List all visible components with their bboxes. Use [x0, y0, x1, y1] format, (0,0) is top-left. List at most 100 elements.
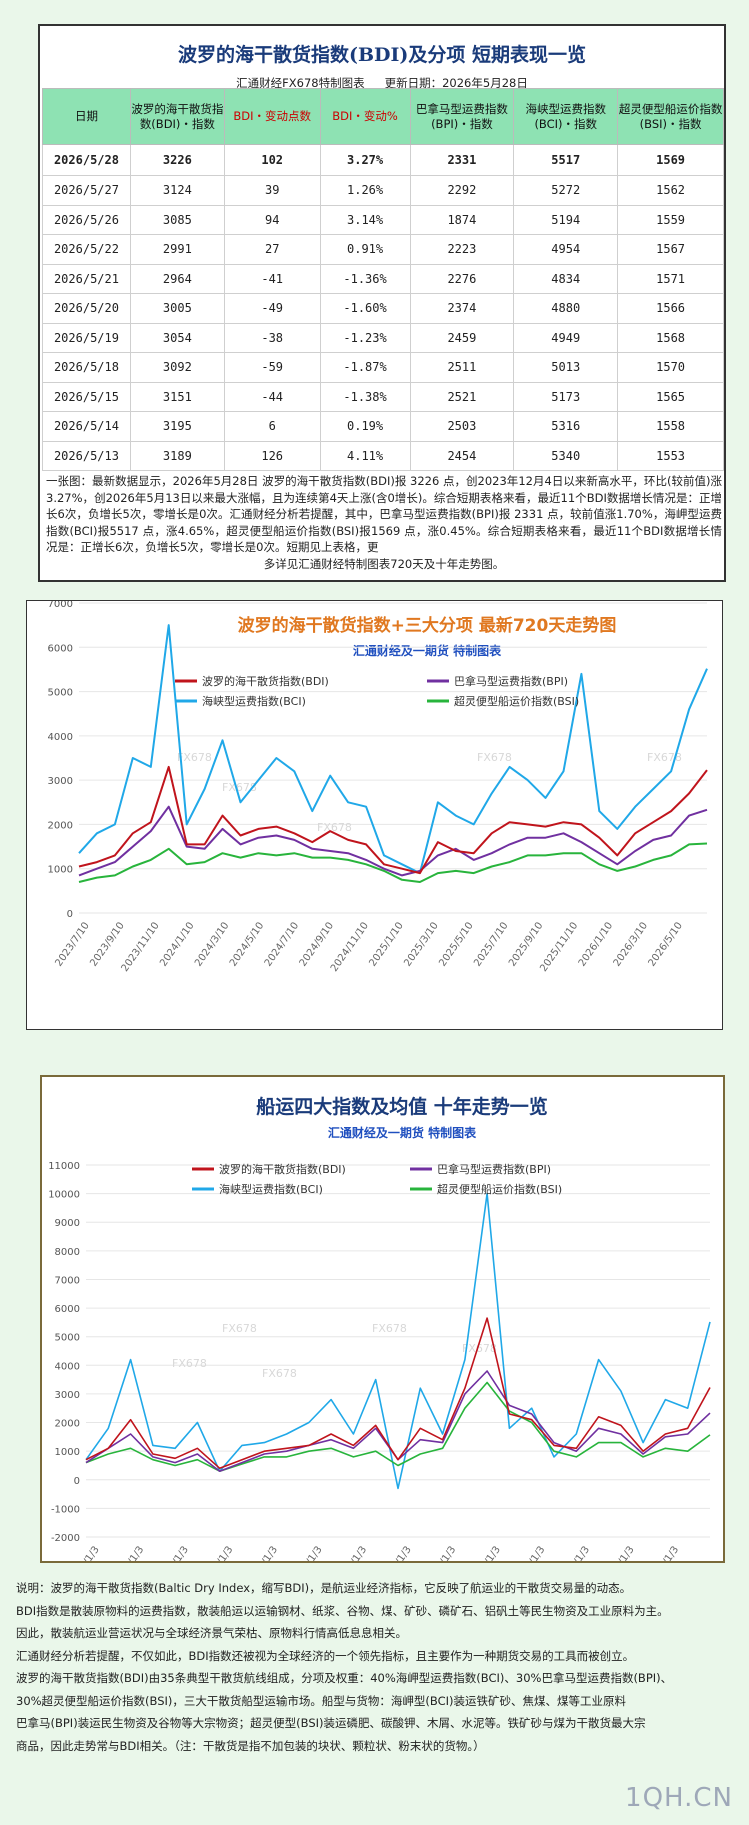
x-tick-label: 2026/1/10	[577, 920, 615, 968]
chart-subtitle: 汇通财经及一期货 特制图表	[328, 1125, 477, 1140]
cell-bci: 5194	[513, 204, 619, 235]
summary-panel: 波罗的海干散货指数(BDI)及分项 短期表现一览 汇通财经FX678特制图表 更…	[38, 24, 726, 582]
x-tick-label: 2024/7/10	[263, 920, 301, 968]
x-tick-label: 2024/3/10	[193, 920, 231, 968]
x-tick-label: 2023/7/10	[53, 920, 91, 968]
y-tick-label: -2000	[51, 1533, 80, 1544]
series-line-bsi	[85, 1381, 711, 1473]
x-tick-label: 2013/1/3	[67, 1544, 102, 1561]
cell-bdi-change: 39	[223, 175, 321, 206]
y-tick-label: -1000	[51, 1504, 80, 1515]
cell-bdi: 3195	[129, 411, 225, 442]
y-tick-label: 3000	[48, 776, 73, 787]
cell-bsi: 1553	[617, 440, 724, 471]
cell-bdi-change: -59	[223, 352, 321, 383]
y-tick-label: 1000	[55, 1447, 80, 1458]
watermark-text: FX678	[177, 751, 212, 764]
y-tick-label: 7000	[55, 1275, 80, 1286]
cell-bci: 5517	[513, 144, 619, 176]
legend-label-bsi: 超灵便型船运价指数(BSI)	[454, 694, 579, 708]
x-tick-label: 2026/1/3	[646, 1544, 681, 1561]
table-header-row: 日期 波罗的海干散货指数(BDI)・指数 BDI・变动点数 BDI・变动% 巴拿…	[42, 88, 724, 145]
watermark-text: FX678	[222, 1322, 257, 1335]
legend-label-bpi: 巴拿马型运费指数(BPI)	[454, 674, 568, 688]
cell-bsi: 1567	[617, 234, 724, 265]
y-tick-label: 5000	[55, 1333, 80, 1344]
series-line-bdi	[85, 1317, 711, 1470]
cell-bsi: 1566	[617, 293, 724, 324]
x-tick-label: 2026/3/10	[612, 920, 650, 968]
cell-bci: 5272	[513, 175, 619, 206]
note-line: 因此，散装航运业营运状况与全球经济景气荣枯、原物料行情高低息息相关。	[16, 1626, 407, 1640]
cell-bsi: 1558	[617, 411, 724, 442]
watermark-text: FX678	[317, 821, 352, 834]
cell-bdi-change: -41	[223, 263, 321, 294]
cell-date: 2026/5/18	[42, 352, 131, 383]
y-tick-label: 8000	[55, 1247, 80, 1258]
cell-bpi: 2454	[409, 440, 515, 471]
cell-bsi: 1565	[617, 381, 724, 412]
x-tick-label: 2022/1/3	[468, 1544, 503, 1561]
cell-bpi: 2331	[409, 144, 515, 176]
y-tick-label: 5000	[48, 688, 73, 699]
cell-bpi: 2374	[409, 293, 515, 324]
cell-bpi: 2292	[409, 175, 515, 206]
cell-bdi: 3005	[129, 293, 225, 324]
x-tick-label: 2015/1/3	[156, 1544, 191, 1561]
x-tick-label: 2014/1/3	[112, 1544, 147, 1561]
table-row: 2026/5/14 3195 6 0.19% 2503 5316 1558	[42, 411, 724, 442]
table-row: 2026/5/26 3085 94 3.14% 1874 5194 1559	[42, 204, 724, 235]
note-line: 30%超灵便型船运价指数(BSI)，三大干散货船型运输市场。船型与货物：海岬型(…	[16, 1693, 626, 1708]
header-bpi: 巴拿马型运费指数(BPI)・指数	[409, 88, 515, 145]
legend-label-bsi: 超灵便型船运价指数(BSI)	[437, 1182, 562, 1196]
cell-bdi-change: -38	[223, 322, 321, 353]
cell-date: 2026/5/28	[42, 144, 131, 176]
chart-720-days: 波罗的海干散货指数+三大分项 最新720天走势图 汇通财经及一期货 特制图表 0 10…	[26, 599, 723, 1030]
x-tick-label: 2019/1/3	[334, 1544, 369, 1561]
x-tick-label: 2025/11/10	[538, 920, 580, 974]
cell-bdi-pct: 3.14%	[319, 204, 411, 235]
y-tick-label: 1000	[48, 865, 73, 876]
y-tick-label: 0	[74, 1476, 80, 1487]
cell-bpi: 2521	[409, 381, 515, 412]
chart-title: 船运四大指数及均值 十年走势一览	[256, 1095, 548, 1118]
x-tick-label: 2025/9/10	[507, 920, 545, 968]
table-row: 2026/5/28 3226 102 3.27% 2331 5517 1569	[42, 144, 724, 176]
header-bci: 海峡型运费指数(BCI)・指数	[513, 88, 619, 145]
x-tick-label: 2017/1/3	[245, 1544, 280, 1561]
cell-date: 2026/5/20	[42, 293, 131, 324]
summary-note: 一张图：最新数据显示，2026年5月28日 波罗的海干散货指数(BDI)报 32…	[46, 473, 722, 572]
cell-bdi-pct: 3.27%	[319, 144, 411, 176]
y-tick-label: 11000	[48, 1161, 80, 1172]
cell-bci: 4954	[513, 234, 619, 265]
cell-bdi-change: -44	[223, 381, 321, 412]
cell-bdi-pct: -1.23%	[319, 322, 411, 353]
watermark-text: FX678	[262, 1367, 297, 1380]
series-line-bpi	[78, 805, 708, 877]
table-subtitle: 汇通财经FX678特制图表 更新日期：2026年5月28日	[40, 75, 724, 91]
cell-bdi: 3151	[129, 381, 225, 412]
y-tick-label: 10000	[48, 1190, 80, 1201]
watermark-text: FX678	[477, 751, 512, 764]
x-tick-label: 2024/9/10	[298, 920, 336, 968]
cell-bdi: 3189	[129, 440, 225, 471]
table-row: 2026/5/13 3189 126 4.11% 2454 5340 1553	[42, 440, 724, 471]
cell-bdi-pct: -1.60%	[319, 293, 411, 324]
site-logo: 1QH.CN	[625, 1783, 733, 1813]
y-tick-label: 2000	[55, 1419, 80, 1430]
watermark-text: FX678	[172, 1357, 207, 1370]
x-tick-label: 2025/1/10	[367, 920, 405, 968]
chart-title: 波罗的海干散货指数+三大分项 最新720天走势图	[238, 615, 617, 636]
cell-bdi-pct: 4.11%	[319, 440, 411, 471]
cell-date: 2026/5/15	[42, 381, 131, 412]
cell-bci: 5173	[513, 381, 619, 412]
table-subtitle-date: 更新日期：2026年5月28日	[384, 76, 528, 90]
legend-label-bdi: 波罗的海干散货指数(BDI)	[202, 674, 329, 688]
y-tick-label: 4000	[48, 732, 73, 743]
cell-date: 2026/5/14	[42, 411, 131, 442]
cell-bsi: 1571	[617, 263, 724, 294]
cell-bpi: 2223	[409, 234, 515, 265]
cell-bdi-change: 102	[223, 144, 321, 176]
x-tick-label: 2023/9/10	[88, 920, 126, 968]
legend-label-bpi: 巴拿马型运费指数(BPI)	[437, 1162, 551, 1176]
